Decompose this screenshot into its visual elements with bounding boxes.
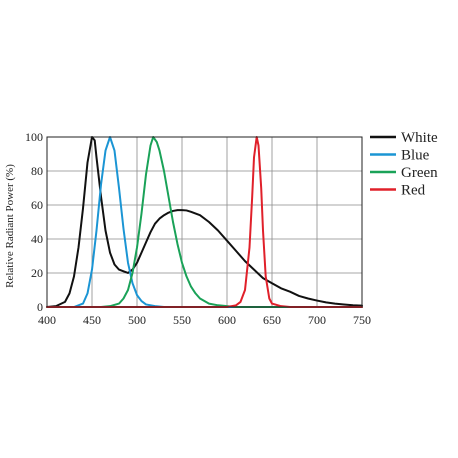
series-lines bbox=[46, 136, 363, 308]
x-tick-label: 500 bbox=[128, 313, 146, 327]
y-tick-label: 20 bbox=[31, 266, 43, 280]
legend-label-green: Green bbox=[401, 165, 438, 181]
legend-label-red: Red bbox=[401, 183, 426, 199]
y-tick-label: 60 bbox=[31, 198, 43, 212]
x-tick-label: 600 bbox=[218, 313, 236, 327]
series-line-green bbox=[46, 136, 363, 308]
plot-frame bbox=[46, 136, 363, 308]
y-axis-label: Relative Radiant Power (%) bbox=[4, 164, 16, 288]
x-tick-label: 400 bbox=[38, 313, 56, 327]
tick-labels: 400 450 500 550 600 650 700 750 0 20 40 60 80 100 bbox=[25, 130, 371, 327]
x-tick-label: 700 bbox=[308, 313, 326, 327]
series-line-blue bbox=[46, 136, 363, 308]
y-tick-label: 0 bbox=[37, 300, 43, 314]
grid-lines bbox=[47, 137, 362, 307]
series-line-white bbox=[46, 136, 363, 308]
y-tick-label: 80 bbox=[31, 164, 43, 178]
series-line-red bbox=[46, 136, 363, 308]
y-tick-label: 100 bbox=[25, 130, 43, 144]
x-tick-label: 550 bbox=[173, 313, 191, 327]
x-tick-label: 750 bbox=[353, 313, 371, 327]
legend-label-white: White bbox=[401, 130, 438, 146]
x-tick-label: 650 bbox=[263, 313, 281, 327]
legend-label-blue: Blue bbox=[401, 148, 430, 164]
x-tick-label: 450 bbox=[83, 313, 101, 327]
y-tick-label: 40 bbox=[31, 232, 43, 246]
